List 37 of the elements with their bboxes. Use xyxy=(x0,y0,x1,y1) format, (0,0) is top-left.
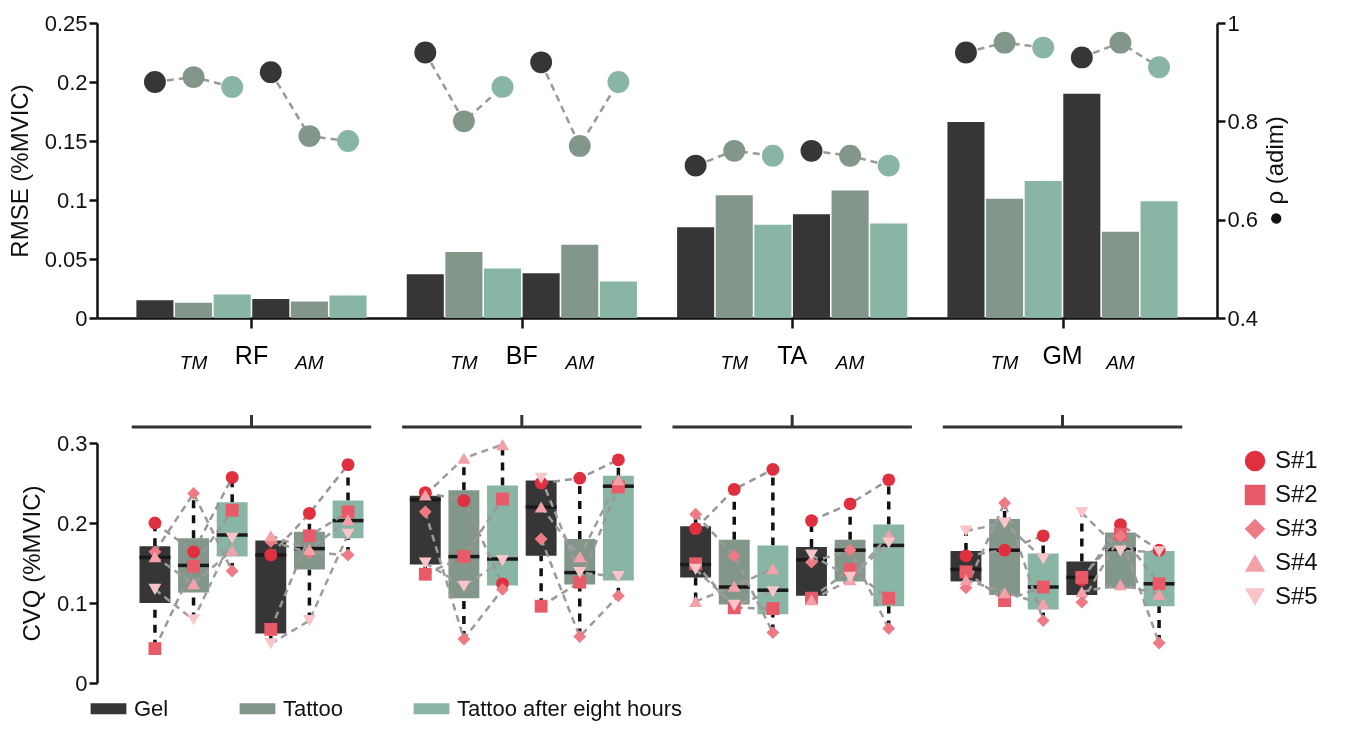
y2-tick-label: 0.4 xyxy=(1227,305,1259,331)
legend-label: S#2 xyxy=(1275,480,1318,507)
text: AM xyxy=(1105,352,1135,373)
legend-label: Tattoo after eight hours xyxy=(457,695,683,721)
y-tick-label: 0.1 xyxy=(56,187,88,213)
y-tick-label: 0.3 xyxy=(56,430,88,456)
text: RF xyxy=(234,341,269,369)
text: GM xyxy=(1042,341,1083,369)
text: TM xyxy=(720,352,749,373)
text: BF xyxy=(505,341,538,369)
y-tick-label: 0.05 xyxy=(44,246,88,272)
y2-tick-label: 0.6 xyxy=(1227,207,1259,233)
y-tick-label: 0 xyxy=(75,670,88,696)
y-tick-label: 0.15 xyxy=(44,128,88,154)
y2-tick-label: 1 xyxy=(1227,10,1240,36)
legend-label: Gel xyxy=(134,695,169,721)
y-tick-label: 0 xyxy=(75,305,88,331)
y-tick-label: 0.2 xyxy=(56,510,88,536)
y-tick-label: 0.25 xyxy=(44,10,88,36)
legend-label: S#4 xyxy=(1275,548,1318,575)
legend-label: S#3 xyxy=(1275,514,1318,541)
y-tick-label: 0.2 xyxy=(56,69,88,95)
y2-axis-title: ● ρ (adim) xyxy=(1261,116,1289,226)
y-axis-title: CVQ (%MVIC) xyxy=(17,485,45,642)
legend-label: Tattoo xyxy=(283,695,343,721)
legend-label: S#5 xyxy=(1275,582,1318,609)
text: AM xyxy=(564,352,595,373)
text: TM xyxy=(450,352,478,373)
y2-tick-label: 0.8 xyxy=(1227,108,1259,134)
text: TA xyxy=(777,341,808,369)
y-axis-title: RMSE (%MVIC) xyxy=(5,84,33,258)
text: TM xyxy=(179,352,208,373)
legend-label: S#1 xyxy=(1275,446,1318,473)
text: AM xyxy=(294,352,324,373)
y-tick-label: 0.1 xyxy=(56,590,88,616)
text: TM xyxy=(990,352,1019,373)
text: AM xyxy=(834,352,865,373)
